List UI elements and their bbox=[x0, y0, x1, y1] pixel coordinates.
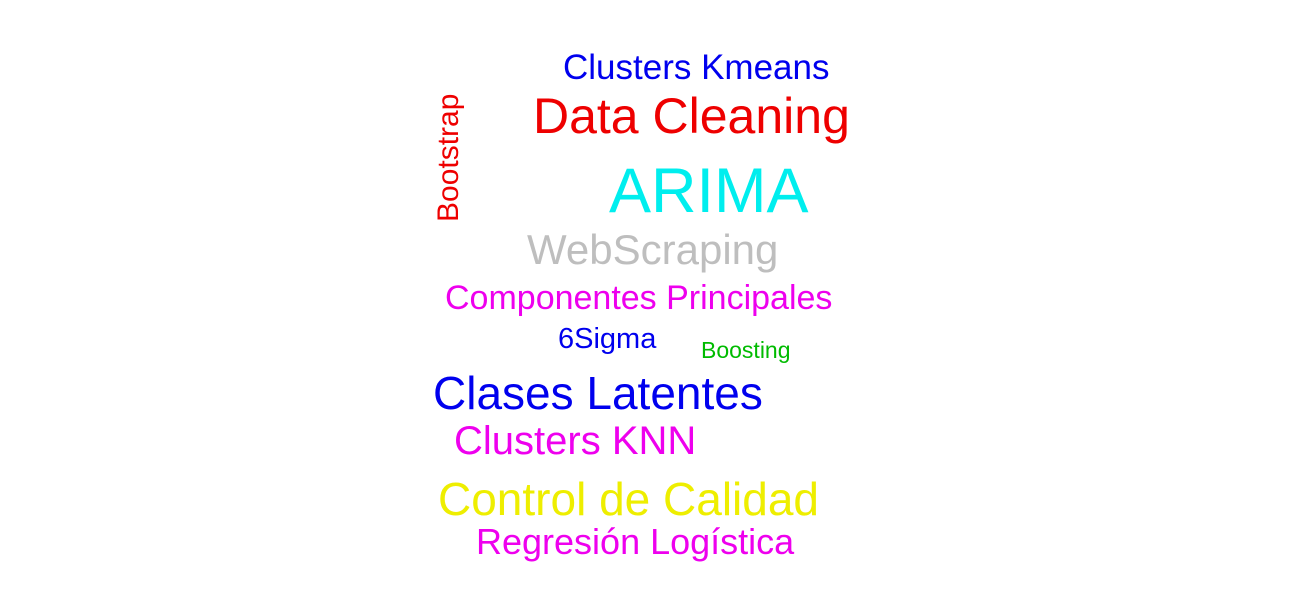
word-control-de-calidad: Control de Calidad bbox=[438, 473, 820, 525]
word-boosting: Boosting bbox=[701, 337, 791, 363]
word-data-cleaning: Data Cleaning bbox=[533, 88, 850, 144]
word-regresion-logistica: Regresión Logística bbox=[476, 521, 795, 562]
word-bootstrap: Bootstrap bbox=[432, 93, 465, 222]
word-webscraping: WebScraping bbox=[527, 226, 779, 273]
word-clusters-kmeans: Clusters Kmeans bbox=[563, 48, 830, 87]
word-6sigma: 6Sigma bbox=[558, 323, 657, 355]
word-arima: ARIMA bbox=[609, 156, 809, 226]
word-clusters-knn: Clusters KNN bbox=[454, 419, 697, 463]
word-clases-latentes: Clases Latentes bbox=[433, 367, 763, 419]
word-componentes-principales: Componentes Principales bbox=[445, 279, 833, 317]
